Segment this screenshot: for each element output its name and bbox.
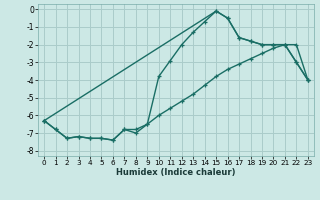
X-axis label: Humidex (Indice chaleur): Humidex (Indice chaleur) (116, 168, 236, 177)
